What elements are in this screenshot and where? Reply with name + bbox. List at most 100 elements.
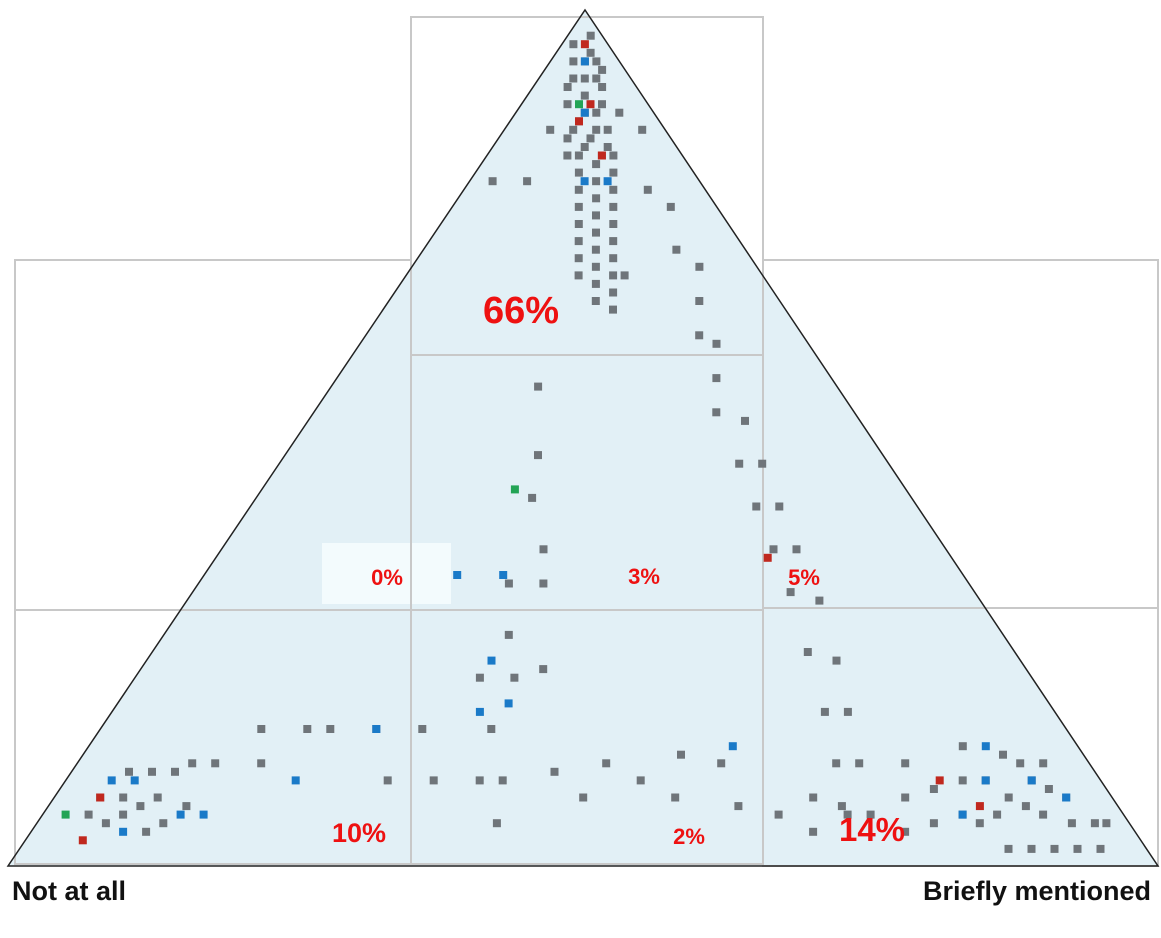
point-gray-140 bbox=[958, 776, 967, 785]
point-red-8 bbox=[935, 776, 944, 785]
point-gray-54 bbox=[609, 305, 617, 314]
point-gray-117 bbox=[429, 776, 438, 785]
point-gray-71 bbox=[786, 588, 795, 597]
point-gray-12 bbox=[580, 91, 589, 100]
point-gray-125 bbox=[1016, 759, 1025, 768]
point-blue-7 bbox=[504, 699, 513, 708]
point-blue-0 bbox=[580, 57, 589, 66]
point-gray-124 bbox=[1021, 802, 1030, 811]
point-gray-123 bbox=[1067, 819, 1076, 828]
point-gray-87 bbox=[510, 673, 519, 682]
region-label-middle-center: 3% bbox=[628, 564, 660, 589]
point-gray-51 bbox=[609, 288, 618, 297]
point-gray-21 bbox=[603, 125, 612, 134]
point-gray-151 bbox=[774, 810, 783, 819]
point-gray-69 bbox=[769, 545, 778, 554]
point-gray-141 bbox=[958, 742, 967, 751]
point-gray-18 bbox=[592, 125, 601, 134]
point-gray-45 bbox=[609, 254, 618, 263]
point-gray-119 bbox=[1044, 785, 1053, 793]
point-gray-88 bbox=[539, 665, 548, 674]
point-gray-85 bbox=[504, 579, 513, 588]
point-blue-20 bbox=[728, 742, 737, 751]
point-gray-108 bbox=[188, 759, 197, 768]
point-gray-8 bbox=[592, 74, 601, 83]
point-gray-0 bbox=[586, 48, 595, 57]
point-gray-155 bbox=[671, 793, 680, 802]
point-gray-9 bbox=[580, 74, 589, 83]
point-gray-116 bbox=[383, 776, 392, 785]
point-gray-162 bbox=[488, 177, 497, 186]
point-blue-10 bbox=[130, 776, 139, 785]
point-red-1 bbox=[575, 117, 583, 126]
point-gray-41 bbox=[592, 228, 600, 237]
point-gray-52 bbox=[620, 271, 629, 280]
point-gray-61 bbox=[712, 339, 721, 348]
point-gray-86 bbox=[504, 630, 513, 639]
region-label-top: 66% bbox=[483, 290, 559, 332]
point-blue-11 bbox=[107, 776, 116, 785]
point-gray-57 bbox=[672, 245, 681, 254]
point-gray-2 bbox=[569, 40, 578, 49]
point-blue-3 bbox=[603, 177, 612, 186]
point-gray-76 bbox=[843, 707, 852, 716]
point-gray-89 bbox=[475, 673, 484, 682]
point-gray-31 bbox=[574, 168, 583, 177]
point-gray-77 bbox=[832, 759, 841, 768]
point-gray-149 bbox=[809, 793, 818, 802]
point-gray-142 bbox=[929, 785, 938, 793]
point-gray-128 bbox=[999, 750, 1007, 759]
point-gray-132 bbox=[1096, 844, 1105, 853]
point-gray-58 bbox=[695, 262, 704, 271]
point-gray-4 bbox=[569, 57, 578, 66]
point-gray-64 bbox=[741, 416, 749, 425]
triangle-outline bbox=[6, 8, 1160, 867]
point-gray-28 bbox=[563, 151, 572, 160]
point-gray-144 bbox=[901, 793, 910, 802]
point-gray-152 bbox=[734, 802, 743, 811]
point-gray-55 bbox=[643, 185, 652, 194]
point-gray-43 bbox=[574, 237, 583, 246]
point-gray-47 bbox=[591, 262, 600, 271]
point-blue-12 bbox=[176, 810, 185, 819]
point-gray-138 bbox=[975, 819, 984, 828]
point-blue-21 bbox=[475, 707, 484, 716]
point-gray-46 bbox=[574, 254, 583, 263]
point-gray-79 bbox=[837, 802, 846, 811]
point-gray-103 bbox=[142, 827, 151, 836]
point-gray-110 bbox=[257, 759, 266, 768]
point-gray-53 bbox=[591, 297, 600, 305]
point-gray-102 bbox=[171, 767, 179, 776]
point-red-6 bbox=[78, 836, 87, 845]
point-gray-100 bbox=[119, 810, 128, 819]
point-blue-14 bbox=[199, 810, 208, 819]
point-gray-130 bbox=[1090, 819, 1099, 828]
point-gray-3 bbox=[592, 57, 601, 66]
point-gray-35 bbox=[592, 194, 601, 203]
point-blue-4 bbox=[499, 571, 508, 579]
point-gray-133 bbox=[1073, 844, 1082, 853]
point-green-2 bbox=[61, 810, 70, 819]
region-label-middle-left: 0% bbox=[371, 565, 403, 590]
point-gray-146 bbox=[866, 810, 875, 819]
point-gray-29 bbox=[592, 160, 601, 169]
point-gray-96 bbox=[119, 793, 128, 802]
point-gray-109 bbox=[211, 759, 220, 768]
highlight-box-middle-left bbox=[322, 543, 451, 604]
triangle-fill bbox=[8, 10, 1158, 866]
point-gray-98 bbox=[136, 802, 145, 811]
point-gray-127 bbox=[1039, 759, 1048, 768]
point-blue-2 bbox=[580, 177, 589, 186]
point-gray-111 bbox=[257, 725, 266, 733]
point-gray-136 bbox=[1004, 844, 1013, 853]
point-gray-10 bbox=[563, 83, 572, 91]
point-gray-74 bbox=[832, 656, 841, 665]
point-gray-67 bbox=[752, 502, 761, 511]
point-gray-38 bbox=[592, 211, 600, 220]
point-blue-16 bbox=[981, 776, 990, 785]
point-gray-158 bbox=[615, 108, 624, 117]
point-gray-11 bbox=[598, 83, 607, 91]
point-gray-14 bbox=[598, 100, 606, 109]
point-gray-37 bbox=[574, 202, 583, 211]
